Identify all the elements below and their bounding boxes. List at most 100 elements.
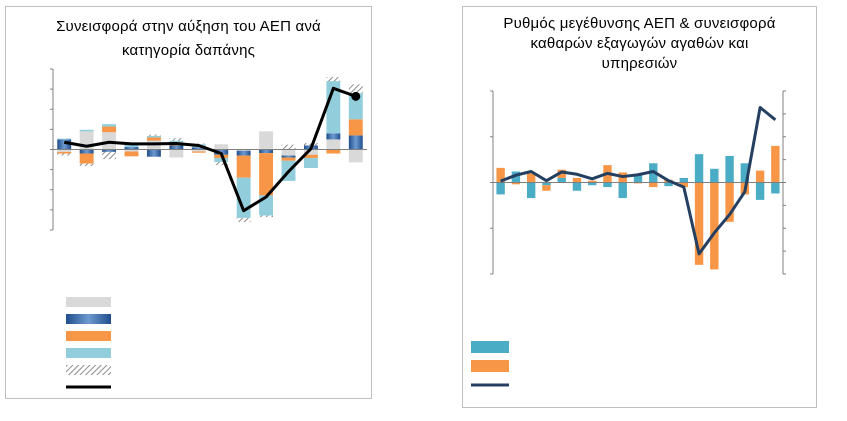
chart2-gdp-line (500, 105, 777, 256)
chart1-bar-5-T3:2018 (79, 163, 94, 167)
chart1-bar-2-T2:2019 (146, 149, 161, 157)
chart1-bar-1-T3:2020 (259, 131, 274, 150)
chart1-bar-4-T2:2018 (57, 138, 72, 140)
chart1-legend-swatch-1 (66, 297, 111, 307)
chart1-legend-swatch-3 (66, 331, 111, 341)
chart1-bar-4-T1:2021 (303, 157, 318, 169)
chart2-bar-1-T3:2020 (710, 168, 719, 183)
chart2-bar-1-T1:2018 (557, 177, 566, 183)
chart1-bar-3-T3:2018 (79, 153, 94, 164)
chart2-bar-1-T4:2020 (725, 155, 734, 183)
chart2-bar-2-T4:2020 (725, 182, 734, 222)
chart1-bar-4-T4:2018 (102, 124, 117, 127)
chart2-title-line2: καθαρών εξαγωγών αγαθών και (530, 35, 749, 52)
chart1-bar-2-T3:2021 (348, 135, 363, 150)
chart1-bar-2-T4:2020 (281, 155, 296, 158)
chart2-bar-1-T1:2017 (496, 182, 505, 195)
chart1-bar-5-T4:2020 (281, 144, 296, 150)
chart1-bar-1-T3:2019 (169, 149, 184, 158)
chart1-bar-4-T2:2019 (146, 135, 161, 138)
chart2-bar-1-T3:2021 (771, 182, 780, 194)
chart2-bar-2-T1:2017 (496, 167, 505, 183)
chart2-bar-1-T2:2021 (755, 182, 765, 200)
chart1-bar-3-T2:2018 (57, 151, 72, 154)
chart1-gdp-last-marker (351, 91, 361, 101)
chart1-bar-5-T2:2018 (57, 153, 72, 156)
chart2-bar-1-T4:2017 (542, 182, 551, 186)
chart1-bar-2-T1:2019 (124, 147, 139, 150)
chart2-bar-2-T1:2018 (557, 169, 566, 178)
chart1-bar-2-T2:2020 (236, 150, 251, 156)
chart2-bar-2-T3:2020 (710, 182, 719, 270)
chart2-bar-1-T3:2018 (588, 182, 597, 186)
chart1-bar-3-T2:2019 (146, 137, 161, 141)
chart2-bar-2-T3:2017 (526, 173, 536, 183)
chart1-legend-swatch-2 (66, 314, 111, 324)
chart1-bar-4-T3:2019 (169, 140, 184, 143)
chart1-bar-5-T3:2019 (169, 138, 184, 141)
chart1-bar-5-T1:2021 (303, 143, 318, 146)
chart2-bar-1-T1:2021 (740, 163, 750, 183)
chart2-title-line3: υπηρεσιών (601, 55, 678, 72)
chart2-bar-1-T2:2019 (633, 174, 643, 183)
chart2-title-line1: Ρυθμός μεγέθυνσης ΑΕΠ & συνεισφορά (503, 15, 776, 32)
chart2-bar-1-T3:2017 (526, 182, 536, 199)
chart1-legend-swatch-4 (66, 348, 111, 358)
chart1-bar-1-T1:2020 (214, 144, 229, 150)
chart1-bar-5-T3:2020 (259, 215, 274, 218)
chart1-bar-5-T2:2019 (146, 134, 161, 136)
chart1-bar-3-T4:2020 (281, 157, 296, 161)
chart1-bar-4-T3:2021 (348, 93, 363, 120)
chart2-bar-1-T4:2018 (603, 182, 612, 188)
chart2-bar-1-T1:2020 (679, 177, 688, 183)
chart2-bar-2-T3:2018 (588, 180, 597, 183)
chart2-bar-2-T2:2021 (755, 170, 765, 183)
chart1-bar-2-T3:2020 (259, 149, 274, 154)
chart1-bar-2-T3:2019 (169, 145, 184, 150)
chart1-bar-3-T1:2021 (303, 154, 318, 158)
chart2-bar-2-T2:2017 (511, 182, 521, 185)
chart1-bar-2-T4:2018 (102, 149, 117, 152)
chart2-bar-1-T2:2017 (511, 171, 521, 183)
chart2-svg (471, 90, 786, 387)
chart1-bar-5-T1:2020 (214, 161, 229, 166)
chart2-bar-1-T4:2019 (664, 182, 673, 187)
chart1-bar-1-T4:2019 (191, 149, 206, 152)
chart2-bar-2-T3:2019 (649, 182, 658, 188)
chart1-bar-3-T3:2021 (348, 119, 363, 136)
chart1-bar-3-T2:2021 (326, 149, 341, 154)
chart1-bar-4-T1:2020 (214, 157, 229, 162)
chart1-svg (50, 68, 367, 389)
chart1-bar-4-T1:2019 (124, 144, 139, 148)
chart1-bar-2-T4:2019 (191, 147, 206, 150)
chart2-bar-2-T2:2018 (572, 177, 582, 183)
chart1-bar-5-T4:2018 (102, 151, 117, 160)
chart1-gdp-line (63, 86, 357, 213)
chart2-bar-1-T2:2018 (572, 182, 582, 191)
chart1-bar-1-T4:2020 (281, 149, 296, 156)
chart1-bar-5-T2:2020 (236, 217, 251, 222)
chart1-bar-3-T4:2019 (191, 151, 206, 153)
chart1-bar-3-T1:2019 (124, 151, 139, 157)
chart1-bar-3-T2:2020 (236, 155, 251, 178)
chart1-bar-1-T3:2021 (348, 149, 363, 163)
chart1-bar-5-T4:2019 (191, 143, 206, 145)
chart1-title-line2: κατηγορία δαπάνης (121, 42, 256, 59)
chart1-bar-3-T3:2020 (259, 153, 274, 196)
chart-panel-net-exports: Ρυθμός μεγέθυνσης ΑΕΠ & συνεισφορά καθαρ… (462, 6, 817, 408)
chart1-bar-5-T2:2021 (326, 77, 341, 82)
chart2-bar-2-T1:2020 (679, 182, 688, 188)
chart2-bar-2-T4:2017 (542, 185, 551, 191)
chart-panel-gdp-contribution: Συνεισφορά στην αύξηση του ΑΕΠ ανά κατηγ… (5, 6, 372, 399)
chart1-bar-2-T2:2021 (326, 133, 341, 140)
chart2-legend-swatch-1 (471, 341, 509, 353)
chart1-bar-4-T3:2018 (79, 129, 94, 132)
chart1-bar-1-T2:2020 (236, 149, 251, 151)
chart1-bar-1-T2:2021 (326, 139, 341, 150)
chart1-bar-1-T1:2019 (124, 149, 139, 152)
chart1-bar-3-T4:2018 (102, 126, 117, 133)
chart2-bar-1-T2:2020 (694, 154, 704, 183)
chart1-title-line1: Συνεισφορά στην αύξηση του ΑΕΠ ανά (56, 18, 321, 35)
chart1-bar-2-T3:2018 (79, 149, 94, 154)
chart2-legend-swatch-2 (471, 360, 509, 372)
